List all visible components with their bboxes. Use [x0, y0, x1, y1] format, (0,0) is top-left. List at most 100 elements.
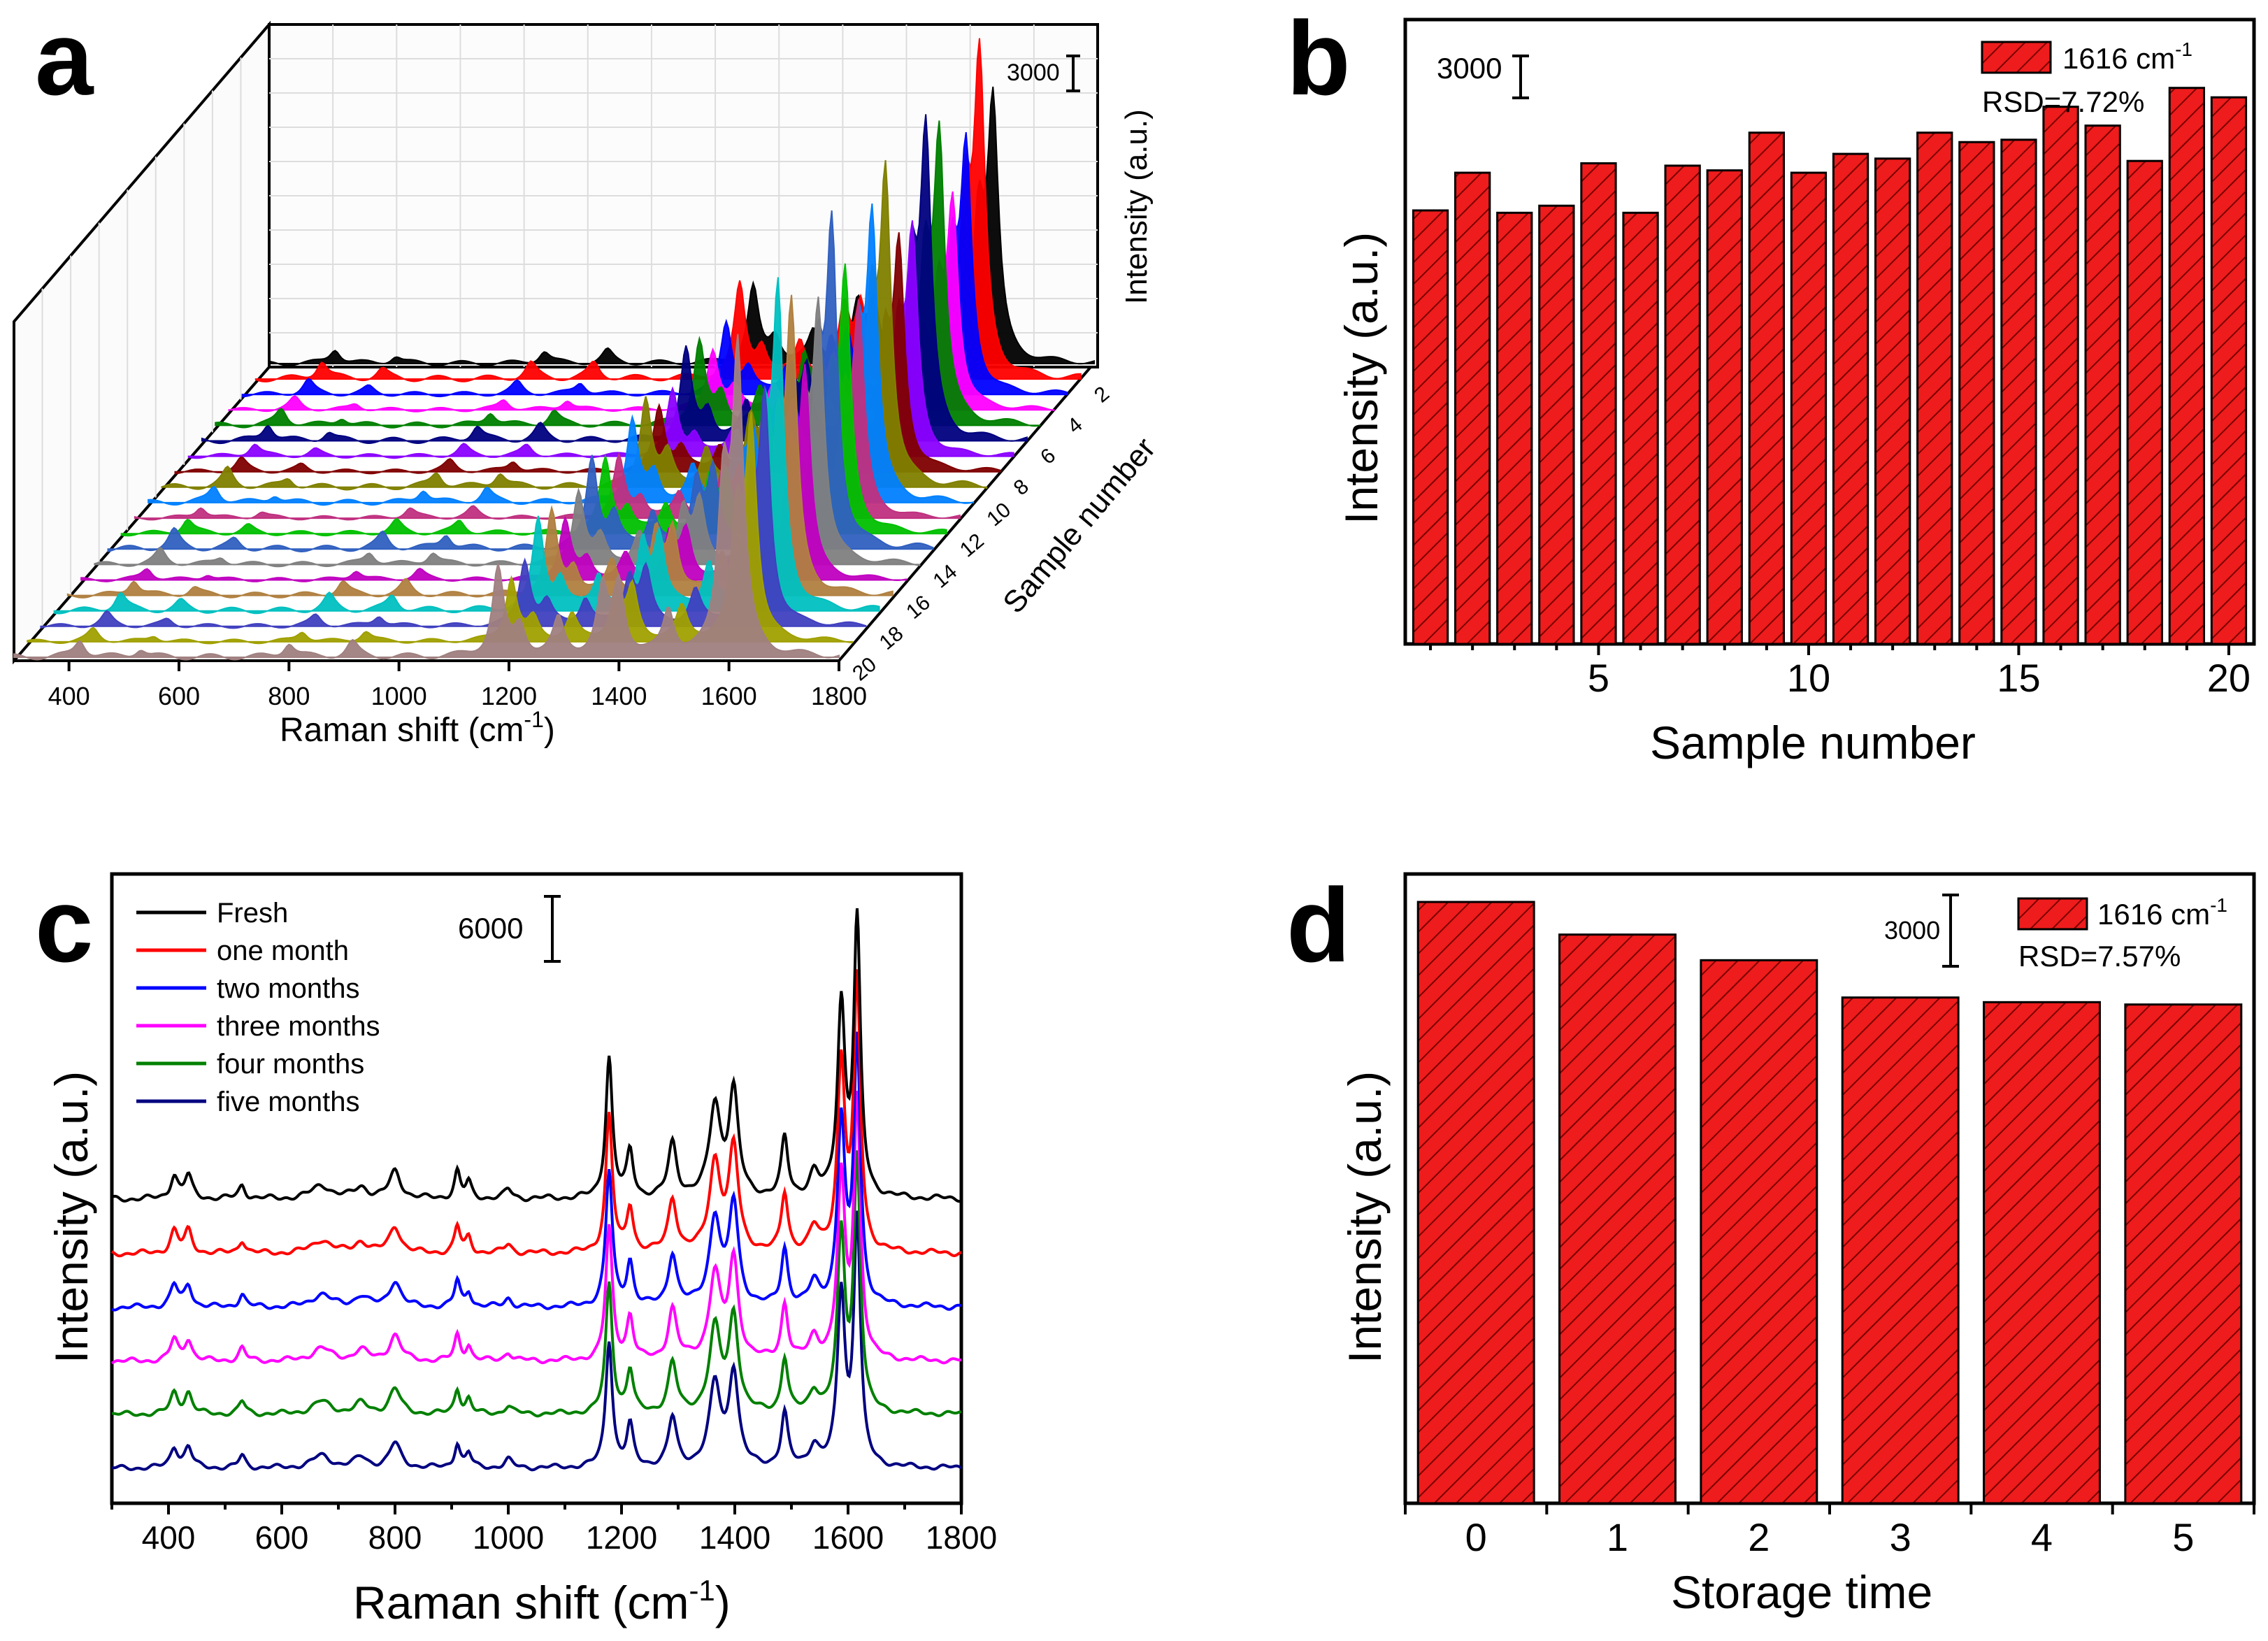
panel-b-annotation: RSD=7.72%	[1982, 85, 2144, 118]
panel-b-plot-frame	[1403, 17, 2256, 646]
panel-a-x-tick-label: 400	[48, 682, 90, 710]
panel-b-x-tick-label: 20	[2207, 656, 2251, 700]
panel-d-x-tick-label: 4	[2031, 1515, 2053, 1559]
panel-b-y-title: Intensity (a.u.)	[1335, 232, 1387, 524]
panel-a-z-tick-label: 2	[1090, 382, 1114, 407]
panel-a-x-ticks: 400 600 800 1000 1200 1400 1600 1800	[48, 661, 867, 710]
panel-c-legend: Fresh one month two months three months four…	[136, 898, 380, 1117]
panel-d-x-tick-label: 1	[1607, 1515, 1628, 1559]
panel-a-trace-20	[13, 334, 840, 661]
panel-c-traces	[110, 908, 963, 1472]
panel-a-z-tick-label: 16	[902, 591, 935, 624]
panel-b-x-tick-label: 10	[1787, 656, 1830, 700]
panel-d-bar-4	[1983, 1001, 2101, 1505]
panel-b-bar-13	[1916, 131, 1953, 645]
panel-a-z-title: Sample number	[996, 431, 1162, 619]
panel-a-x-tick-label: 1400	[591, 682, 647, 710]
panel-b-bar-17	[2084, 124, 2121, 645]
panel-c-x-tick-label: 400	[142, 1519, 196, 1556]
panel-a-z-tick-label: 6	[1036, 444, 1060, 469]
panel-b-scale-label: 3000	[1437, 52, 1502, 85]
panel-c-legend-label: two months	[217, 973, 360, 1004]
panel-d-x-tick-label: 3	[1890, 1515, 1911, 1559]
panel-c-trace-4	[110, 1090, 962, 1365]
panel-d-annotation: RSD=7.57%	[2018, 940, 2181, 973]
panel-b-bar-16	[2042, 106, 2079, 645]
panel-b-bar-4	[1538, 204, 1575, 645]
panel-a-x-title: Raman shift (cm-1)	[280, 707, 555, 749]
panel-d-bars	[1416, 901, 2243, 1505]
panel-b-bar-9	[1748, 131, 1785, 645]
panel-a-z-tick-label: 8	[1010, 475, 1033, 500]
panel-a-z-tick-label: 18	[875, 622, 908, 654]
panel-b-legend: 1616 cm-1 RSD=7.72%	[1981, 38, 2192, 118]
panel-b-bar-15	[2000, 138, 2037, 645]
panel-d-legend-label: 1616 cm-1	[2097, 894, 2227, 931]
panel-c-legend-label: four months	[217, 1049, 364, 1080]
panel-a-x-tick-label: 1600	[701, 682, 757, 710]
panel-b-bars	[1412, 87, 2248, 645]
panel-b-bar-1	[1412, 209, 1449, 645]
panel-d-x-tick-label: 2	[1748, 1515, 1770, 1559]
panel-d-x-tick-label: 5	[2172, 1515, 2194, 1559]
panel-c-x-tick-label: 1400	[699, 1519, 770, 1556]
panel-d-y-title: Intensity (a.u.)	[1339, 1071, 1391, 1363]
panel-a-scale-bar: 3000	[1007, 55, 1080, 92]
panel-d-bar-3	[1841, 996, 1960, 1505]
panel-c-x-tick-label: 600	[255, 1519, 309, 1556]
panel-b: b 5 10 15 20 Sample number Intensity (a.u.)…	[1286, 0, 2256, 768]
panel-a-letter: a	[35, 0, 94, 117]
panel-c-scale-bar: 6000	[458, 895, 561, 963]
panel-b-bar-2	[1454, 171, 1491, 645]
panel-b-bar-6	[1622, 211, 1659, 645]
panel-b-bar-20	[2210, 96, 2248, 645]
panel-b-bar-14	[1958, 141, 1995, 645]
panel-b-bar-3	[1496, 211, 1533, 645]
panel-c: c 400 600 800 1000 1200 1400 1600 1800 Fresh one…	[35, 866, 997, 1628]
panel-c-legend-label: five months	[217, 1087, 360, 1117]
panel-b-bar-11	[1832, 152, 1869, 645]
panel-b-bar-19	[2168, 87, 2205, 645]
panel-c-y-title: Intensity (a.u.)	[45, 1071, 97, 1363]
panel-d-letter: d	[1286, 866, 1351, 984]
panel-b-legend-label: 1616 cm-1	[2062, 38, 2192, 75]
panel-b-legend-swatch	[1981, 41, 2052, 74]
panel-c-letter: c	[35, 866, 93, 984]
panel-d-scale-bar: 3000	[1884, 894, 1959, 968]
panel-d-x-title: Storage time	[1671, 1566, 1932, 1618]
panel-d-legend: 1616 cm-1 RSD=7.57%	[2017, 894, 2227, 973]
panel-a-scale-label: 3000	[1007, 59, 1060, 86]
panel-b-x-tick-label: 5	[1588, 656, 1609, 700]
panel-c-scale-label: 6000	[458, 912, 523, 945]
panel-c-legend-label: Fresh	[217, 898, 288, 929]
panel-c-plot-frame	[110, 872, 963, 1505]
panel-d-bar-2	[1700, 959, 1818, 1505]
panel-c-x-title: Raman shift (cm-1)	[353, 1574, 731, 1628]
panel-c-legend-label: three months	[217, 1011, 380, 1042]
panel-a-z-tick-label: 20	[848, 653, 881, 686]
panel-d-legend-swatch	[2017, 897, 2088, 931]
panel-a-x-tick-label: 1800	[811, 682, 867, 710]
panel-a-x-tick-label: 1000	[371, 682, 427, 710]
panel-a-x-tick-label: 600	[158, 682, 200, 710]
panel-b-letter: b	[1286, 0, 1351, 117]
panel-c-x-ticks: 400 600 800 1000 1200 1400 1600 1800	[110, 1503, 997, 1556]
panel-c-trace-2	[111, 969, 962, 1258]
panel-c-trace-6	[111, 1210, 963, 1472]
panel-d-x-ticks: 0 1 2 3 4 5	[1404, 1503, 2255, 1559]
panel-d-bar-0	[1416, 901, 1535, 1505]
panel-c-trace-5	[111, 1150, 962, 1418]
panel-c-legend-label: one month	[217, 936, 349, 966]
panel-a-z-tick-label: 10	[982, 499, 1015, 531]
panel-b-bar-12	[1874, 157, 1911, 645]
panel-b-x-tick-label: 15	[1997, 656, 2040, 700]
panel-a-z-tick-label: 4	[1063, 413, 1087, 438]
panel-b-bar-8	[1706, 169, 1743, 645]
panel-c-x-tick-label: 1200	[586, 1519, 657, 1556]
panel-b-bar-10	[1790, 171, 1828, 645]
panel-d-x-tick-label: 0	[1465, 1515, 1487, 1559]
panel-d: d 0 1 2 3 4 5 Storage time Intensity (a.u.) 1…	[1286, 866, 2256, 1618]
panel-c-x-tick-label: 1000	[473, 1519, 544, 1556]
panel-a-y-title: Intensity (a.u.)	[1119, 109, 1154, 304]
